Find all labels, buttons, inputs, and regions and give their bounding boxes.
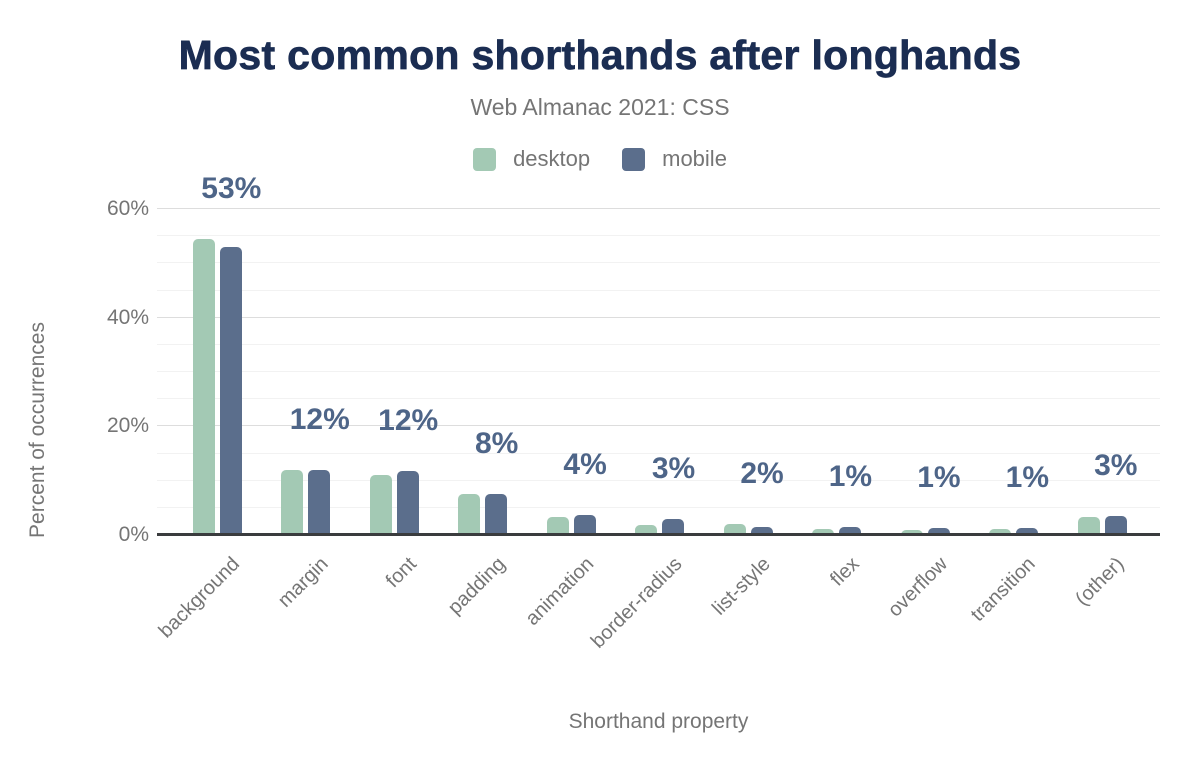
value-label-margin: 12% — [289, 403, 350, 437]
value-label-background: 53% — [201, 171, 262, 205]
bar-desktop-animation[interactable] — [546, 516, 569, 535]
bar-mobile-overflow[interactable] — [927, 527, 950, 535]
x-tick-list-style: list-style — [708, 553, 775, 620]
bar-mobile-flex[interactable] — [839, 527, 862, 535]
bar-mobile-list-style[interactable] — [750, 526, 773, 535]
legend-item-mobile: mobile — [622, 146, 727, 172]
bar-desktop-font[interactable] — [369, 474, 392, 535]
value-label-transition: 1% — [1005, 461, 1050, 495]
x-axis-line — [157, 533, 1160, 536]
gridline — [157, 316, 1160, 318]
gridline — [157, 398, 1160, 400]
x-tick-transition: transition — [967, 553, 1041, 626]
legend-label-desktop: desktop — [513, 146, 591, 171]
x-tick-(other): (other) — [1071, 553, 1129, 611]
gridline — [157, 289, 1160, 291]
value-label-(other): 3% — [1094, 448, 1138, 482]
gridline — [157, 208, 1160, 209]
bar-mobile-border-radius[interactable] — [662, 519, 685, 535]
value-label-font: 12% — [378, 404, 439, 438]
gridline — [157, 262, 1160, 264]
x-tick-font: font — [381, 553, 421, 593]
bar-desktop-border-radius[interactable] — [635, 525, 658, 535]
value-label-border-radius: 3% — [651, 452, 696, 486]
y-tick-0pct: 0% — [118, 523, 149, 546]
bar-desktop-(other)[interactable] — [1077, 517, 1100, 535]
gridline — [157, 425, 1160, 427]
value-label-flex: 1% — [828, 460, 873, 494]
bar-desktop-margin[interactable] — [281, 470, 304, 535]
x-tick-border-radius: border-radius — [586, 553, 687, 653]
chart-subtitle: Web Almanac 2021: CSS — [470, 94, 730, 120]
bar-mobile-animation[interactable] — [573, 515, 596, 535]
bar-desktop-transition[interactable] — [989, 529, 1012, 535]
legend: desktop mobile — [0, 146, 1200, 172]
bar-desktop-background[interactable] — [193, 238, 215, 535]
x-tick-background: background — [154, 553, 245, 643]
bar-mobile-transition[interactable] — [1016, 528, 1039, 535]
y-axis-title: Percent of occurrences — [26, 322, 49, 538]
value-label-list-style: 2% — [740, 457, 784, 491]
value-label-padding: 8% — [474, 427, 519, 461]
bar-mobile-padding[interactable] — [485, 494, 508, 535]
gridline — [157, 235, 1160, 237]
x-tick-padding: padding — [443, 553, 510, 619]
value-label-animation: 4% — [563, 448, 607, 482]
gridline — [157, 343, 1160, 345]
y-tick-40pct: 40% — [106, 305, 149, 329]
bar-mobile-(other)[interactable] — [1104, 515, 1127, 535]
y-tick-20pct: 20% — [106, 414, 149, 438]
legend-swatch-desktop — [473, 147, 497, 171]
bar-mobile-background[interactable] — [220, 247, 242, 535]
gridline — [157, 371, 1160, 372]
value-label-overflow: 1% — [917, 460, 961, 494]
x-axis-title: Shorthand property — [568, 710, 749, 733]
bar-desktop-list-style[interactable] — [723, 524, 746, 535]
legend-label-mobile: mobile — [662, 146, 727, 171]
x-tick-flex: flex — [825, 553, 864, 591]
gridline — [157, 479, 1160, 481]
x-tick-animation: animation — [520, 553, 598, 630]
legend-swatch-mobile — [622, 147, 646, 171]
bar-desktop-overflow[interactable] — [900, 530, 923, 535]
bar-desktop-flex[interactable] — [812, 529, 835, 535]
gridline — [157, 506, 1160, 508]
bar-desktop-padding[interactable] — [458, 494, 481, 535]
x-tick-margin: margin — [273, 553, 333, 612]
y-tick-60pct: 60% — [106, 197, 149, 220]
chart-title: Most common shorthands after longhands — [178, 32, 1022, 79]
legend-item-desktop: desktop — [473, 146, 590, 172]
bar-mobile-font[interactable] — [396, 471, 419, 535]
gridline — [157, 452, 1160, 454]
x-tick-overflow: overflow — [883, 553, 952, 622]
bar-mobile-margin[interactable] — [308, 470, 331, 535]
plot-area: 53% 12% 12% 8% 4% 3% 2% 1% 1% 1% 3% — [157, 172, 1160, 536]
